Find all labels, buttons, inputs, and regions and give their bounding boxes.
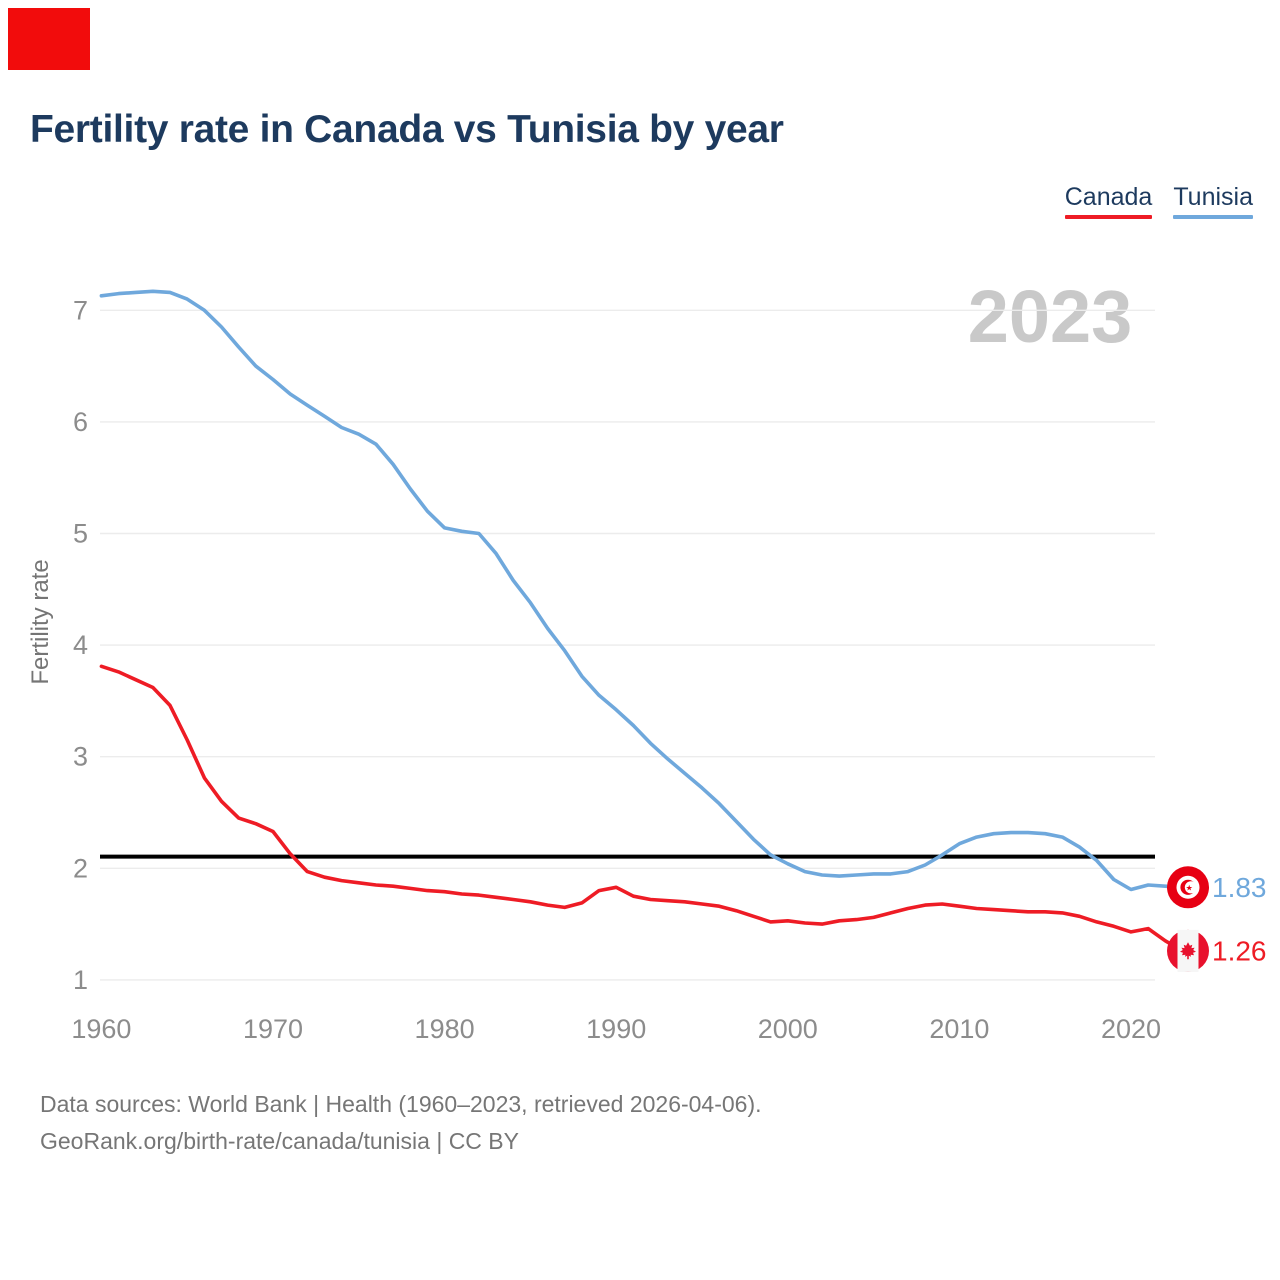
y-tick-3: 3 xyxy=(73,742,88,772)
svg-text:★: ★ xyxy=(1186,883,1193,892)
series-line-canada xyxy=(99,664,1185,953)
end-value-canada: 1.26 xyxy=(1212,935,1267,966)
y-tick-2: 2 xyxy=(73,853,88,883)
x-tick-1990: 1990 xyxy=(586,1014,646,1044)
y-tick-4: 4 xyxy=(73,630,88,660)
y-axis-title: Fertility rate xyxy=(27,559,54,684)
series-line-tunisia xyxy=(99,289,1185,892)
x-tick-2000: 2000 xyxy=(758,1014,818,1044)
data-sources-line: Data sources: World Bank | Health (1960–… xyxy=(40,1091,762,1117)
y-tick-6: 6 xyxy=(73,407,88,437)
x-tick-2010: 2010 xyxy=(929,1014,989,1044)
legend-underline-tunisia xyxy=(1173,215,1253,219)
x-tick-2020: 2020 xyxy=(1101,1014,1161,1044)
legend-label-canada: Canada xyxy=(1064,183,1153,211)
legend-underline-canada xyxy=(1064,215,1153,219)
attribution-line: GeoRank.org/birth-rate/canada/tunisia | … xyxy=(40,1128,519,1154)
legend-item-tunisia[interactable]: Tunisia xyxy=(1173,183,1253,219)
watermark-year: 2023 xyxy=(968,275,1133,358)
x-tick-1980: 1980 xyxy=(415,1014,475,1044)
maple-leaf-icon xyxy=(1180,942,1196,960)
canada-flag-icon xyxy=(1167,929,1209,972)
legend-label-tunisia: Tunisia xyxy=(1173,183,1253,211)
end-value-tunisia: 1.83 xyxy=(1212,872,1267,903)
legend: Canada Tunisia xyxy=(1064,183,1253,219)
legend-item-canada[interactable]: Canada xyxy=(1064,183,1153,219)
annotation-red-marker xyxy=(8,8,90,70)
x-tick-1970: 1970 xyxy=(243,1014,303,1044)
page-title: Fertility rate in Canada vs Tunisia by y… xyxy=(30,108,784,151)
y-tick-7: 7 xyxy=(73,295,88,325)
x-tick-1960: 1960 xyxy=(71,1014,131,1044)
tunisia-flag-icon: ★ xyxy=(1167,866,1209,909)
y-tick-5: 5 xyxy=(73,519,88,549)
y-tick-1: 1 xyxy=(73,965,88,995)
chart-footer: Data sources: World Bank | Health (1960–… xyxy=(40,1086,762,1160)
